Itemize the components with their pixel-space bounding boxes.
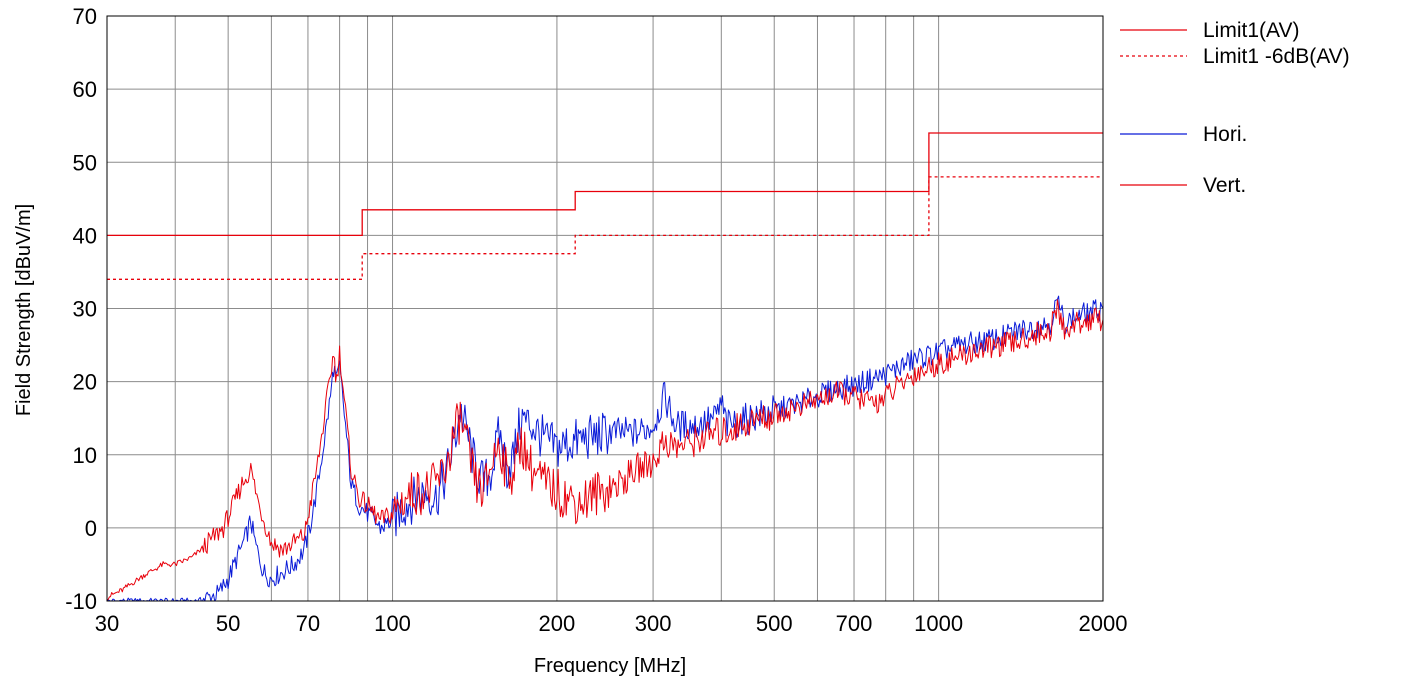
y-tick-label: 30 (73, 297, 97, 322)
y-tick-labels: -10 0 10 20 30 40 50 60 70 (65, 4, 97, 614)
x-tick-label: 200 (539, 611, 576, 636)
y-tick-label: 40 (73, 223, 97, 248)
x-tick-label: 100 (374, 611, 411, 636)
x-tick-label: 300 (635, 611, 672, 636)
series-line (106, 299, 1104, 601)
legend-label: Limit1(AV) (1203, 19, 1299, 42)
legend-label: Vert. (1203, 174, 1246, 197)
limit-line (107, 132, 1103, 237)
y-tick-label: 60 (73, 77, 97, 102)
y-tick-label: 0 (85, 516, 97, 541)
legend: Limit1(AV) Limit1 -6dB(AV) Hori. Vert. (1120, 19, 1350, 197)
x-tick-label: 70 (296, 611, 320, 636)
x-tick-labels: 30 50 70 100 200 300 500 700 1000 2000 (95, 611, 1128, 636)
x-tick-label: 2000 (1079, 611, 1128, 636)
x-tick-label: 700 (836, 611, 873, 636)
x-axis-label: Frequency [MHz] (534, 655, 686, 677)
y-tick-label: 50 (73, 150, 97, 175)
y-tick-label: -10 (65, 589, 97, 614)
limit-line (107, 176, 1103, 280)
x-tick-label: 30 (95, 611, 119, 636)
x-tick-label: 500 (756, 611, 793, 636)
y-axis-label: Field Strength [dBuV/m] (13, 204, 35, 416)
x-tick-label: 50 (216, 611, 240, 636)
grid (106, 15, 1104, 602)
y-tick-label: 10 (73, 443, 97, 468)
legend-label: Hori. (1203, 123, 1247, 146)
legend-label: Limit1 -6dB(AV) (1203, 45, 1350, 68)
y-tick-label: 20 (73, 370, 97, 395)
series-lines (106, 295, 1104, 602)
y-tick-label: 70 (73, 4, 97, 29)
limit-lines (107, 132, 1103, 280)
series-line (106, 295, 1104, 602)
x-tick-label: 1000 (914, 611, 963, 636)
plot-frame (106, 15, 1104, 602)
